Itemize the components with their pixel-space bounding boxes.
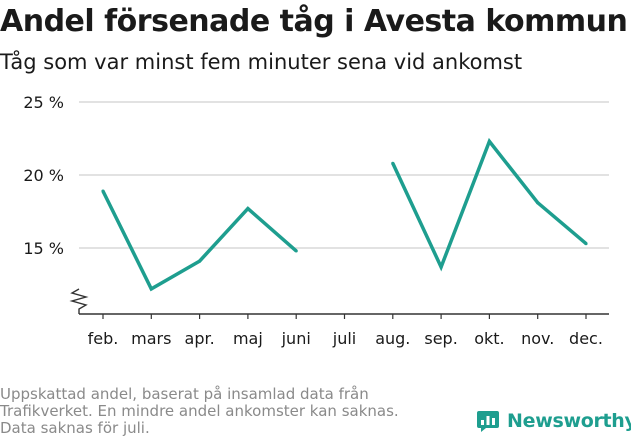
- x-tick-label: nov.: [521, 329, 554, 348]
- logo-icon: [476, 409, 500, 433]
- x-tick-label: juli: [332, 329, 356, 348]
- y-tick-label: 25 %: [23, 93, 64, 112]
- x-tick-label: maj: [233, 329, 263, 348]
- x-tick-label: apr.: [185, 329, 215, 348]
- brand-name: Newsworthy: [507, 410, 631, 432]
- chart-title: Andel försenade tåg i Avesta kommun: [0, 4, 628, 39]
- series-line: [101, 190, 298, 292]
- axis-break-symbol: [69, 288, 89, 314]
- data-series: [101, 137, 588, 292]
- x-tick-label: juni: [281, 329, 311, 348]
- x-axis: [69, 288, 609, 319]
- y-tick-labels: 15 % 20 % 25 %: [23, 93, 64, 258]
- newsworthy-logo: Newsworthy: [476, 409, 631, 433]
- x-tick-label: mars: [131, 329, 171, 348]
- series-line: [391, 137, 588, 272]
- footnote-line: Data saknas för juli.: [0, 419, 150, 437]
- x-tick-label: aug.: [375, 329, 410, 348]
- x-tick-label: sep.: [424, 329, 457, 348]
- chart-subtitle: Tåg som var minst fem minuter sena vid a…: [0, 50, 523, 74]
- x-tick-label: feb.: [88, 329, 119, 348]
- gridlines: [79, 101, 609, 249]
- y-tick-label: 15 %: [23, 239, 64, 258]
- y-tick-label: 20 %: [23, 166, 64, 185]
- x-tick-labels: feb. mars apr. maj juni juli aug. sep. okt. nov. d…: [88, 329, 603, 348]
- line-chart: 15 % 20 % 25 % feb. mars apr. maj juni juli aug.…: [23, 93, 609, 348]
- footnote-line: Uppskattad andel, baserat på insamlad da…: [0, 385, 369, 403]
- x-tick-label: okt.: [474, 329, 504, 348]
- footnote: Uppskattad andel, baserat på insamlad da…: [0, 386, 460, 437]
- x-tick-label: dec.: [569, 329, 603, 348]
- footnote-line: Trafikverket. En mindre andel ankomster …: [0, 402, 399, 420]
